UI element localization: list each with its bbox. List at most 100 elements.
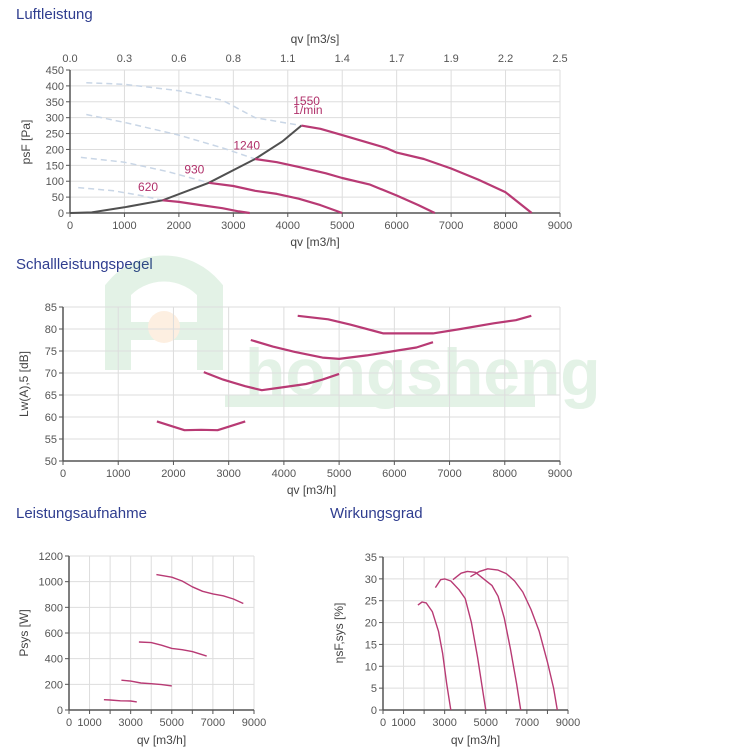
luftleistung-dashed-curve-620-ext	[78, 186, 163, 202]
luftleistung-x2-axis-title: qv [m3/s]	[291, 32, 340, 46]
wirkung-xtick-label: 9000	[556, 717, 580, 729]
luftleistung-x2tick-label: 1.4	[335, 53, 350, 65]
luftleistung-ytick-label: 400	[46, 81, 64, 93]
luftleistung-curve-label: 1550	[293, 94, 320, 108]
luftleistung-ytick-label: 450	[46, 65, 64, 77]
schall-xtick-label: 3000	[216, 468, 240, 480]
luftleistung-dashed-curve-1550-ext	[86, 81, 302, 127]
luftleistung-xtick-label: 0	[67, 220, 73, 232]
luftleistung-curve-label: 620	[138, 180, 158, 194]
luftleistung-ytick-label: 350	[46, 97, 64, 109]
schall-x-axis-title: qv [m3/h]	[287, 483, 336, 497]
wirkung-curve-1550	[470, 568, 558, 711]
schall-curve-1550	[297, 314, 532, 335]
luftleistung-dashed-curve-1240-ext	[86, 113, 256, 160]
luftleistung-ytick-label: 150	[46, 160, 64, 172]
luftleistung-ytick-label: 50	[52, 192, 64, 204]
luftleistung-x2tick-label: 0.3	[117, 53, 132, 65]
luftleistung-xtick-label: 9000	[548, 220, 572, 232]
wirkung-ytick-label: 15	[365, 639, 377, 651]
luftleistung-xtick-label: 4000	[276, 220, 300, 232]
wirkung-ytick-label: 0	[371, 705, 377, 717]
leistung-ytick-label: 400	[45, 654, 63, 666]
wirkung-curve-620	[417, 601, 452, 711]
leistung-ytick-label: 200	[45, 679, 63, 691]
luftleistung-x2tick-label: 1.1	[280, 53, 295, 65]
luftleistung-xtick-label: 7000	[439, 220, 463, 232]
leistung-curve-1240	[138, 641, 207, 657]
luftleistung-xtick-label: 3000	[221, 220, 245, 232]
title-leistungsaufnahme: Leistungsaufnahme	[16, 505, 147, 522]
leistung-xtick-label: 3000	[118, 717, 142, 729]
luftleistung-x2tick-label: 0.6	[171, 53, 186, 65]
leistung-x-axis-title: qv [m3/h]	[137, 733, 186, 747]
schall-curve-1240	[250, 338, 434, 360]
leistung-ytick-label: 0	[57, 705, 63, 717]
leistung-curve-620	[103, 699, 137, 703]
schall-xtick-label: 4000	[272, 468, 296, 480]
schall-xtick-label: 1000	[106, 468, 130, 480]
luftleistung-ytick-label: 200	[46, 144, 64, 156]
schall-ytick-label: 65	[45, 390, 57, 402]
schall-ytick-label: 80	[45, 324, 57, 336]
leistung-curve-930	[121, 679, 172, 687]
luftleistung-curve-label: 930	[184, 162, 204, 176]
leistung-xtick-label: 1000	[77, 717, 101, 729]
luftleistung-ytick-label: 250	[46, 129, 64, 141]
schall-curve-620	[156, 420, 246, 432]
leistung-xtick-label: 7000	[201, 717, 225, 729]
luftleistung-x2tick-label: 0.8	[226, 53, 241, 65]
wirkung-ytick-label: 5	[371, 683, 377, 695]
luftleistung-x2tick-label: 0.0	[62, 53, 77, 65]
luftleistung-curve-930	[208, 181, 343, 215]
wirkung-y-axis-title: ηsF,sys [%]	[332, 603, 346, 664]
luftleistung-curve-620	[162, 199, 250, 215]
luftleistung-ytick-label: 300	[46, 113, 64, 125]
luftleistung-dashed-curve-930-ext	[80, 156, 209, 184]
wirkung-xtick-label: 3000	[432, 717, 456, 729]
schall-xtick-label: 7000	[437, 468, 461, 480]
luftleistung-y-axis-title: psF [Pa]	[19, 120, 33, 165]
schall-y-axis-title: Lw(A),5 [dB]	[17, 351, 31, 417]
luftleistung-x2tick-label: 2.5	[552, 53, 567, 65]
wirkung-x-axis-title: qv [m3/h]	[451, 733, 500, 747]
luftleistung-curve-label: 1240	[233, 138, 260, 152]
leistung-xtick-label: 9000	[242, 717, 266, 729]
wirkung-xtick-label: 5000	[474, 717, 498, 729]
schall-curve-930	[203, 371, 340, 392]
luftleistung-x2tick-label: 1.7	[389, 53, 404, 65]
schall-xtick-label: 5000	[327, 468, 351, 480]
wirkung-curve-930	[434, 578, 487, 711]
leistung-curve-1550	[156, 573, 244, 605]
luftleistung-curve-1550	[301, 124, 533, 214]
wirkung-xtick-label: 7000	[515, 717, 539, 729]
schall-ytick-label: 50	[45, 456, 57, 468]
schall-xtick-label: 9000	[548, 468, 572, 480]
title-luftleistung: Luftleistung	[16, 6, 93, 23]
schall-ytick-label: 60	[45, 412, 57, 424]
schall-xtick-label: 6000	[382, 468, 406, 480]
luftleistung-ytick-label: 0	[58, 208, 64, 220]
leistung-ytick-label: 1000	[39, 577, 63, 589]
schall-xtick-label: 8000	[493, 468, 517, 480]
wirkung-ytick-label: 10	[365, 661, 377, 673]
schall-ytick-label: 70	[45, 368, 57, 380]
luftleistung-xtick-label: 1000	[112, 220, 136, 232]
wirkung-ytick-label: 25	[365, 596, 377, 608]
luftleistung-x2tick-label: 2.2	[498, 53, 513, 65]
luftleistung-ytick-label: 100	[46, 176, 64, 188]
wirkung-ytick-label: 35	[365, 552, 377, 564]
schall-ytick-label: 75	[45, 346, 57, 358]
wirkung-ytick-label: 20	[365, 618, 377, 630]
wirkung-xtick-label: 0	[380, 717, 386, 729]
schall-ytick-label: 55	[45, 434, 57, 446]
schall-xtick-label: 2000	[161, 468, 185, 480]
wirkung-xtick-label: 1000	[391, 717, 415, 729]
luftleistung-xtick-label: 2000	[167, 220, 191, 232]
luftleistung-curve-1240	[254, 157, 436, 214]
schall-xtick-label: 0	[60, 468, 66, 480]
schall-ytick-label: 85	[45, 302, 57, 314]
leistung-y-axis-title: Psys [W]	[17, 609, 31, 656]
